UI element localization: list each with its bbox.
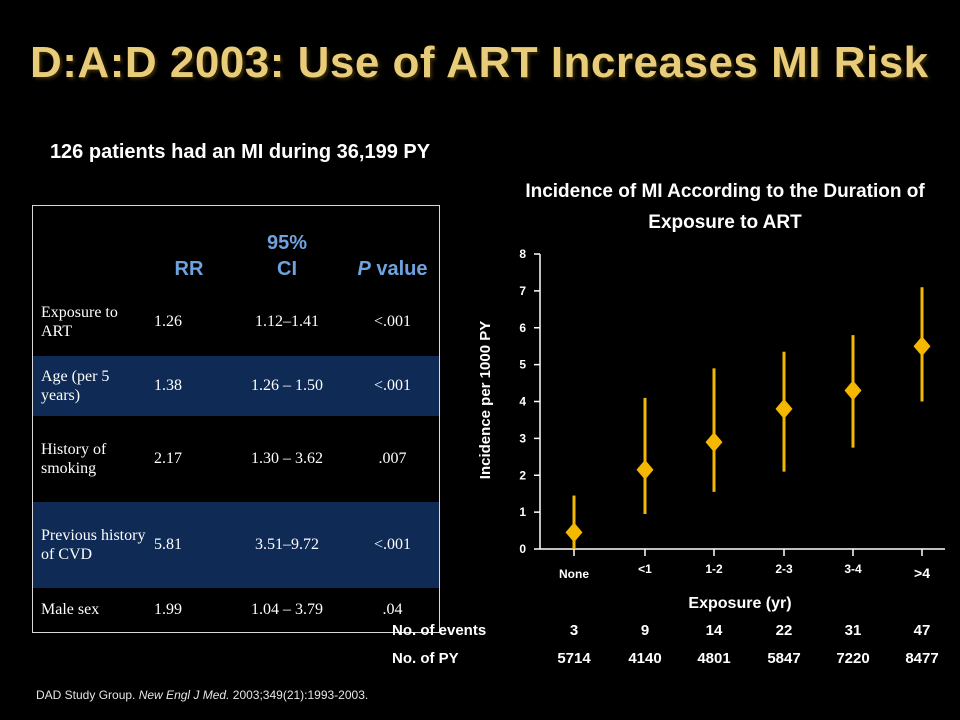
row-label: Male sex	[41, 601, 100, 619]
citation-details: 2003;349(21):1993-2003.	[232, 688, 369, 702]
data-point	[636, 459, 654, 480]
row-p: <.001	[346, 356, 440, 416]
y-tick-label: 4	[519, 395, 526, 409]
header-ci: 95% CI	[228, 206, 346, 289]
x-tick-label: None	[559, 567, 589, 581]
citation: DAD Study Group. New Engl J Med. 2003;34…	[36, 688, 368, 702]
data-point	[913, 336, 931, 357]
py-row: No. of PY 5714 4140 4801 5847 7220 8477	[392, 650, 952, 678]
y-tick-label: 8	[519, 247, 526, 261]
row-rr: 1.99	[154, 600, 182, 618]
table-header-row: RR 95% CI P value	[33, 206, 440, 289]
table-row: Previous history of CVD 5.81 3.51–9.72 <.00…	[32, 502, 440, 588]
header-rr: RR	[174, 258, 204, 280]
row-ci: 1.04 – 3.79	[251, 600, 323, 618]
row-p: .04	[382, 600, 403, 618]
table-body: Exposure to ART 1.26 1.12–1.41 <.001 Age (pe…	[32, 288, 440, 632]
row-label: Previous history of CVD	[32, 502, 150, 588]
header-p-letter: P	[357, 258, 371, 280]
events-row: No. of events 3 9 14 22 31 47	[392, 622, 952, 650]
data-point	[844, 380, 862, 401]
y-tick-label: 5	[519, 358, 526, 372]
event-count: 47	[913, 622, 931, 639]
row-rr: 2.17	[154, 450, 182, 467]
event-count: 9	[640, 622, 650, 639]
data-point	[705, 432, 723, 453]
header-p: P value	[346, 206, 440, 289]
y-tick-label: 7	[519, 284, 526, 298]
y-tick-label: 2	[519, 468, 526, 482]
table-subtitle: 126 patients had an MI during 36,199 PY	[49, 141, 431, 163]
row-ci: 3.51–9.72	[228, 502, 346, 588]
event-count: 22	[775, 622, 793, 639]
py-count: 8477	[905, 650, 939, 667]
data-point	[565, 522, 583, 543]
y-tick-label: 1	[519, 505, 526, 519]
citation-authors: DAD Study Group.	[36, 688, 136, 702]
citation-journal: New Engl J Med.	[138, 688, 230, 702]
event-count: 3	[569, 622, 579, 639]
table-row: Male sex 1.99 1.04 – 3.79 .04	[33, 588, 440, 632]
row-rr: 1.38	[150, 356, 228, 416]
x-tick-label: 2-3	[775, 562, 793, 576]
row-ci: 1.12–1.41	[255, 313, 319, 330]
chart-title: Incidence of MI According to the Duratio…	[525, 181, 925, 233]
row-ci: 1.26 – 1.50	[228, 356, 346, 416]
py-count: 5714	[557, 650, 591, 667]
events-label: No. of events	[392, 622, 487, 639]
table-row: Exposure to ART 1.26 1.12–1.41 <.001	[33, 288, 440, 356]
event-count: 31	[844, 622, 862, 639]
event-count: 14	[705, 622, 723, 639]
header-p-rest: value	[370, 258, 428, 280]
row-rr: 5.81	[150, 502, 228, 588]
row-p: <.001	[373, 313, 412, 330]
x-tick-label: 1-2	[705, 562, 723, 576]
row-p: <.001	[346, 502, 440, 588]
table-row: Age (per 5 years) 1.38 1.26 – 1.50 <.001	[32, 356, 440, 416]
x-tick-label: 3-4	[844, 562, 862, 576]
x-tick-label: <1	[638, 562, 652, 576]
py-count: 4801	[697, 650, 731, 667]
y-tick-label: 3	[519, 431, 526, 445]
py-count: 7220	[836, 650, 870, 667]
y-tick-label: 0	[519, 542, 526, 556]
header-ci-text: 95% CI	[266, 232, 308, 280]
x-axis-label: Exposure (yr)	[688, 595, 791, 612]
slide-title: D:A:D 2003: Use of ART Increases MI Risk	[30, 38, 929, 87]
risk-table: RR 95% CI P value Exposure to ART 1.26 1.1…	[32, 205, 440, 633]
py-label: No. of PY	[392, 650, 459, 667]
table-row: History of smoking 2.17 1.30 – 3.62 .007	[33, 416, 440, 502]
row-rr: 1.26	[154, 313, 182, 330]
events-table: No. of events 3 9 14 22 31 47 No. of PY 5714 4…	[392, 622, 952, 678]
row-label: History of smoking	[41, 441, 107, 477]
row-label: Exposure to ART	[41, 304, 118, 340]
data-point	[775, 398, 793, 419]
row-p: .007	[378, 450, 407, 467]
py-count: 4140	[628, 650, 662, 667]
row-label: Age (per 5 years)	[32, 356, 150, 416]
row-ci: 1.30 – 3.62	[251, 450, 323, 467]
py-count: 5847	[767, 650, 801, 667]
y-tick-label: 6	[519, 321, 526, 335]
x-tick-label: >4	[914, 565, 930, 581]
y-axis-label: Incidence per 1000 PY	[477, 321, 494, 479]
